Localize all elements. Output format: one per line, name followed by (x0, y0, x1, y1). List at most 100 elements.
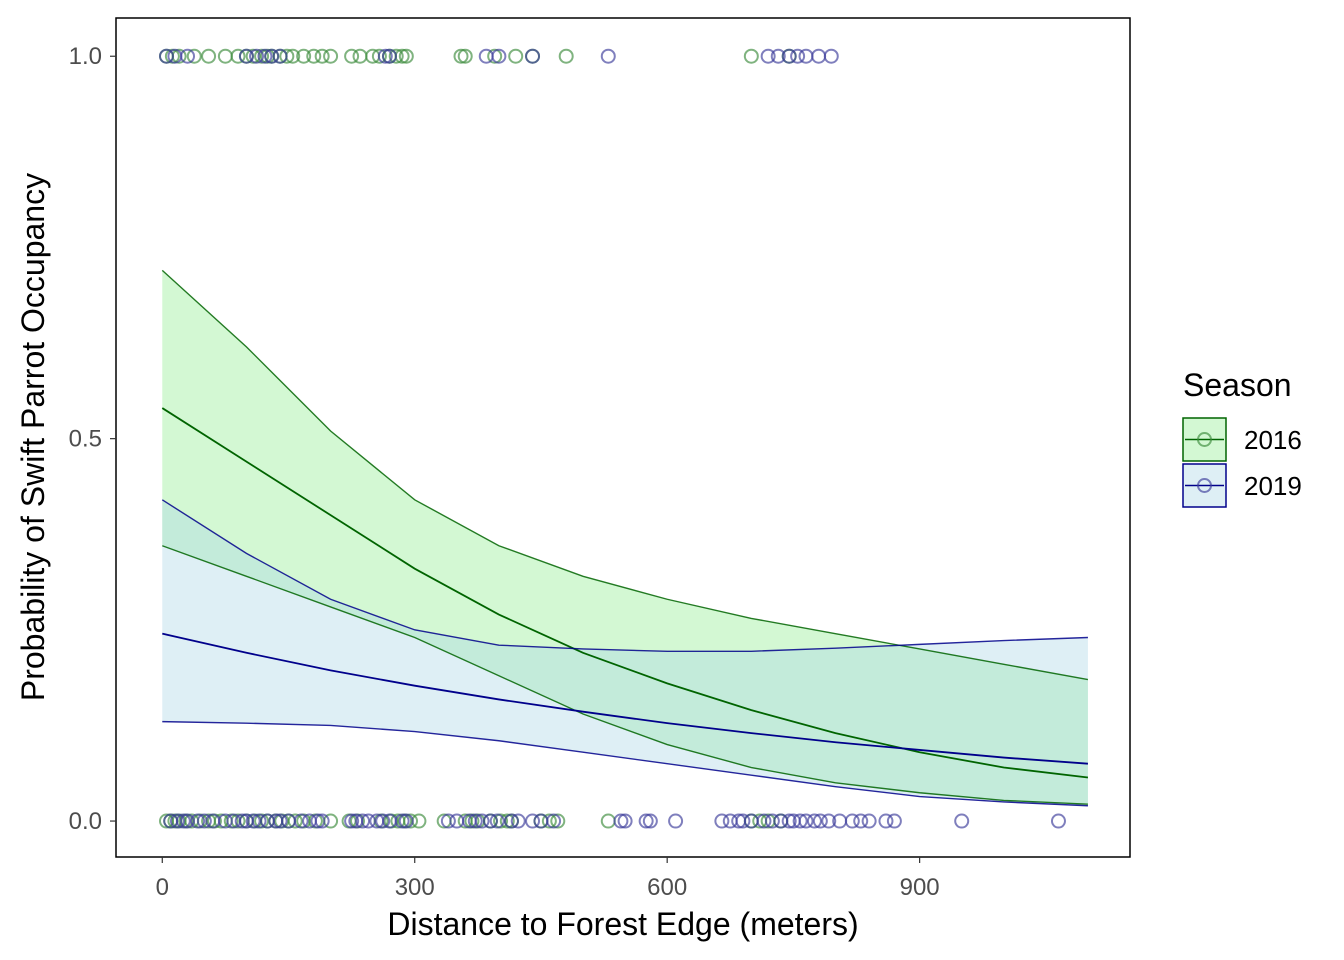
data-point-2019 (735, 813, 751, 829)
data-point-2016 (508, 48, 524, 64)
data-point-2019 (196, 813, 212, 829)
data-point-2019 (238, 48, 254, 64)
data-point-2016 (388, 48, 404, 64)
x-axis-ticks: 0 300 600 900 (156, 857, 940, 901)
data-point-2019 (844, 813, 860, 829)
data-point-2019 (398, 813, 414, 829)
data-point-2019 (812, 813, 828, 829)
data-point-2019 (781, 48, 797, 64)
x-tick-label: 900 (900, 874, 940, 901)
data-point-2016 (296, 48, 312, 64)
data-point-2019 (886, 813, 902, 829)
data-point-2019 (264, 48, 280, 64)
data-point-2019 (489, 813, 505, 829)
y-tick-label: 0.0 (69, 808, 102, 835)
data-point-2019 (394, 813, 410, 829)
data-point-2019 (954, 813, 970, 829)
data-point-2019 (272, 813, 288, 829)
legend-key-point (1197, 432, 1212, 447)
data-point-2019 (861, 813, 877, 829)
upper-ci-line-2019 (161, 499, 1088, 652)
data-point-2019 (474, 813, 490, 829)
data-point-2019 (806, 813, 822, 829)
x-tick-label: 0 (156, 874, 169, 901)
data-point-2019 (377, 48, 393, 64)
data-point-2019 (600, 48, 616, 64)
data-point-2019 (617, 813, 633, 829)
data-point-2019 (510, 813, 526, 829)
lower-ci-line-2016 (162, 545, 1088, 805)
data-point-2019 (781, 813, 797, 829)
data-point-2019 (714, 813, 730, 829)
data-point-2019 (180, 48, 196, 64)
lower-ci-line-2019 (162, 720, 1088, 807)
data-point-2016 (541, 813, 557, 829)
data-point-2019 (217, 813, 233, 829)
data-point-2019 (668, 813, 684, 829)
data-point-2019 (792, 813, 808, 829)
legend: Season 2016 2019 (1182, 367, 1302, 508)
data-point-2016 (487, 48, 503, 64)
data-point-2019 (175, 813, 191, 829)
data-point-2016 (550, 813, 566, 829)
y-axis-title: Probability of Swift Parrot Occupancy (15, 173, 51, 701)
y-axis-ticks: 0.0 0.5 1.0 (69, 43, 116, 835)
data-point-2019 (525, 48, 541, 64)
data-point-2019 (482, 813, 498, 829)
fit-lines (161, 269, 1089, 807)
observation-points (158, 48, 1066, 829)
data-point-2019 (823, 48, 839, 64)
data-point-2016 (398, 48, 414, 64)
data-point-2019 (546, 813, 562, 829)
data-point-2016 (344, 48, 360, 64)
data-point-2019 (467, 813, 483, 829)
data-point-2019 (180, 813, 196, 829)
legend-item-2019: 2019 (1182, 463, 1302, 508)
data-point-2019 (638, 813, 654, 829)
y-tick-label: 1.0 (69, 43, 102, 70)
data-point-2016 (201, 48, 217, 64)
data-point-2019 (257, 48, 273, 64)
x-tick-label: 300 (395, 874, 435, 901)
legend-item-2016: 2016 (1182, 417, 1302, 462)
data-point-2016 (323, 48, 339, 64)
data-point-2019 (525, 813, 541, 829)
data-point-2019 (504, 813, 520, 829)
data-point-2019 (491, 48, 507, 64)
y-tick-label: 0.5 (69, 426, 102, 453)
data-point-2019 (251, 813, 267, 829)
x-tick-label: 600 (647, 874, 687, 901)
data-point-2016 (306, 48, 322, 64)
data-point-2019 (798, 813, 814, 829)
upper-ci-line-2016 (161, 269, 1089, 681)
data-point-2016 (499, 813, 515, 829)
data-point-2019 (642, 813, 658, 829)
data-point-2019 (878, 813, 894, 829)
data-point-2016 (314, 48, 330, 64)
plot-panel-border (115, 17, 1131, 858)
data-point-2019 (272, 48, 288, 64)
data-point-2019 (190, 813, 206, 829)
legend-label: 2019 (1244, 471, 1302, 501)
data-point-2016 (457, 48, 473, 64)
data-point-2019 (613, 813, 629, 829)
data-point-2016 (558, 48, 574, 64)
data-point-2019 (756, 813, 772, 829)
data-point-2016 (453, 48, 469, 64)
data-point-2016 (186, 48, 202, 64)
data-point-2019 (234, 813, 250, 829)
data-point-2019 (853, 813, 869, 829)
data-point-2019 (375, 813, 391, 829)
data-point-2016 (279, 48, 295, 64)
data-point-2019 (245, 813, 261, 829)
data-point-2019 (770, 48, 786, 64)
legend-title: Season (1183, 367, 1292, 403)
fit-line-2019 (162, 632, 1088, 765)
legend-label: 2016 (1244, 425, 1302, 455)
data-point-2019 (344, 813, 360, 829)
data-point-2019 (158, 48, 174, 64)
x-axis-title: Distance to Forest Edge (meters) (387, 906, 858, 942)
data-point-2019 (314, 813, 330, 829)
